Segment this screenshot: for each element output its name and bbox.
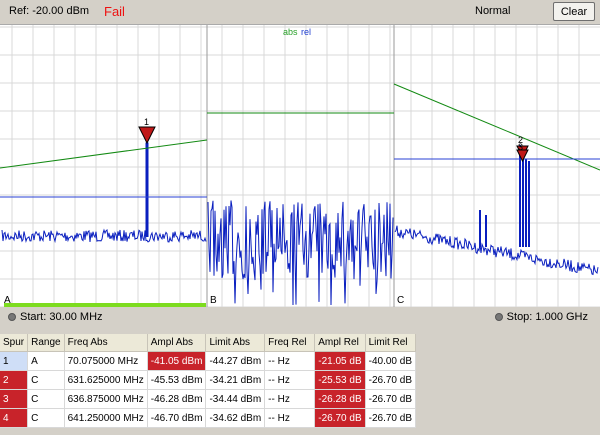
- table-cell: -- Hz: [264, 408, 316, 428]
- clear-button[interactable]: Clear: [553, 2, 595, 21]
- spectrum-traces: [1, 142, 599, 306]
- start-handle-icon: [8, 313, 16, 321]
- table-cell: -- Hz: [264, 370, 316, 390]
- column-header[interactable]: Ampl Abs: [147, 334, 207, 352]
- abs-limit-a: [0, 139, 208, 169]
- frequency-range-bar: Start: 30.00 MHz Stop: 1.000 GHz: [0, 307, 600, 327]
- toolbar: Ref: -20.00 dBm Fail Normal Clear: [0, 0, 600, 24]
- table-cell: 641.250000 MHz: [64, 408, 148, 428]
- stop-handle-icon: [494, 313, 503, 321]
- panel-label-c: C: [397, 295, 404, 306]
- table-cell: -46.70 dBm: [147, 408, 207, 428]
- spur-marker-1: [138, 126, 156, 145]
- table-cell: -41.05 dBm: [147, 351, 207, 371]
- legend-abs: abs: [283, 27, 298, 37]
- column-header[interactable]: Limit Rel: [365, 334, 417, 352]
- start-frequency-label: Start: 30.00 MHz: [20, 311, 103, 323]
- table-cell: 2: [0, 370, 29, 390]
- column-header[interactable]: Limit Abs: [205, 334, 266, 352]
- limit-lines: [0, 83, 600, 198]
- trace-panel-a: [1, 228, 207, 244]
- table-row[interactable]: 4 C 641.250000 MHz -46.70 dBm -34.62 dBm -- H…: [0, 408, 417, 428]
- table-row[interactable]: 2 C 631.625000 MHz -45.53 dBm -34.21 dBm -- H…: [0, 370, 417, 390]
- column-header[interactable]: Range: [27, 334, 65, 352]
- table-cell: 631.625000 MHz: [64, 370, 148, 390]
- spur-peak-1: [145, 142, 149, 237]
- table-cell: 636.875000 MHz: [64, 389, 148, 409]
- table-cell: 1: [0, 351, 29, 371]
- stop-frequency-label: Stop: 1.000 GHz: [506, 311, 588, 323]
- table-cell: A: [27, 351, 65, 371]
- abs-limit-c: [393, 83, 600, 171]
- legend-rel: rel: [301, 27, 311, 37]
- table-cell: -34.44 dBm: [205, 389, 266, 409]
- table-cell: -34.62 dBm: [205, 408, 266, 428]
- table-cell: -34.21 dBm: [205, 370, 266, 390]
- reference-level: Ref: -20.00 dBm: [9, 5, 90, 17]
- status-badge: Fail: [104, 4, 125, 19]
- trace-panel-b: [207, 200, 394, 306]
- panel-label-b: B: [210, 295, 217, 306]
- table-cell: -- Hz: [264, 389, 316, 409]
- table-row[interactable]: 1 A 70.075000 MHz -41.05 dBm -44.27 dBm -- Hz…: [0, 351, 417, 371]
- table-cell: 4: [0, 408, 29, 428]
- table-cell: C: [27, 408, 65, 428]
- mode-label: Normal: [475, 5, 511, 17]
- table-cell: -25.53 dB: [314, 370, 366, 390]
- table-cell: -46.28 dBm: [147, 389, 207, 409]
- table-cell: -26.70 dB: [365, 408, 417, 428]
- plot-grid: [0, 25, 600, 308]
- stop-frequency[interactable]: Stop: 1.000 GHz: [494, 311, 588, 323]
- column-header[interactable]: Freq Rel: [264, 334, 316, 352]
- spur-markers: 1 23: [138, 117, 529, 163]
- spur-marker-1-label: 1: [144, 117, 149, 127]
- table-header: Spur Range Freq Abs Ampl Abs Limit Abs F…: [0, 334, 417, 352]
- table-cell: -- Hz: [264, 351, 316, 371]
- table-cell: -40.00 dB: [365, 351, 417, 371]
- column-header[interactable]: Ampl Rel: [314, 334, 366, 352]
- active-range-bar: [4, 303, 206, 307]
- column-header[interactable]: Spur: [0, 334, 29, 352]
- table-cell: -44.27 dBm: [205, 351, 266, 371]
- spur-marker-2-label: 2: [518, 135, 523, 145]
- table-cell: -21.05 dB: [314, 351, 366, 371]
- spectrum-canvas[interactable]: 1 23 abs rel A B C: [0, 25, 600, 308]
- table-cell: C: [27, 389, 65, 409]
- table-cell: -26.70 dB: [365, 370, 417, 390]
- table-cell: C: [27, 370, 65, 390]
- trace-panel-c: [394, 225, 599, 276]
- table-cell: -26.28 dB: [314, 389, 366, 409]
- panel-label-a: A: [4, 295, 11, 306]
- spur-marker-3: [516, 149, 529, 163]
- spur-table: Spur Range Freq Abs Ampl Abs Limit Abs F…: [0, 334, 417, 428]
- table-row[interactable]: 3 C 636.875000 MHz -46.28 dBm -34.44 dBm -- H…: [0, 389, 417, 409]
- column-header[interactable]: Freq Abs: [64, 334, 148, 352]
- table-cell: -45.53 dBm: [147, 370, 207, 390]
- table-cell: 3: [0, 389, 29, 409]
- spur-marker-3-label: 3: [518, 142, 523, 152]
- table-cell: 70.075000 MHz: [64, 351, 148, 371]
- table-cell: -26.70 dB: [314, 408, 366, 428]
- start-frequency[interactable]: Start: 30.00 MHz: [8, 311, 103, 323]
- table-cell: -26.70 dB: [365, 389, 417, 409]
